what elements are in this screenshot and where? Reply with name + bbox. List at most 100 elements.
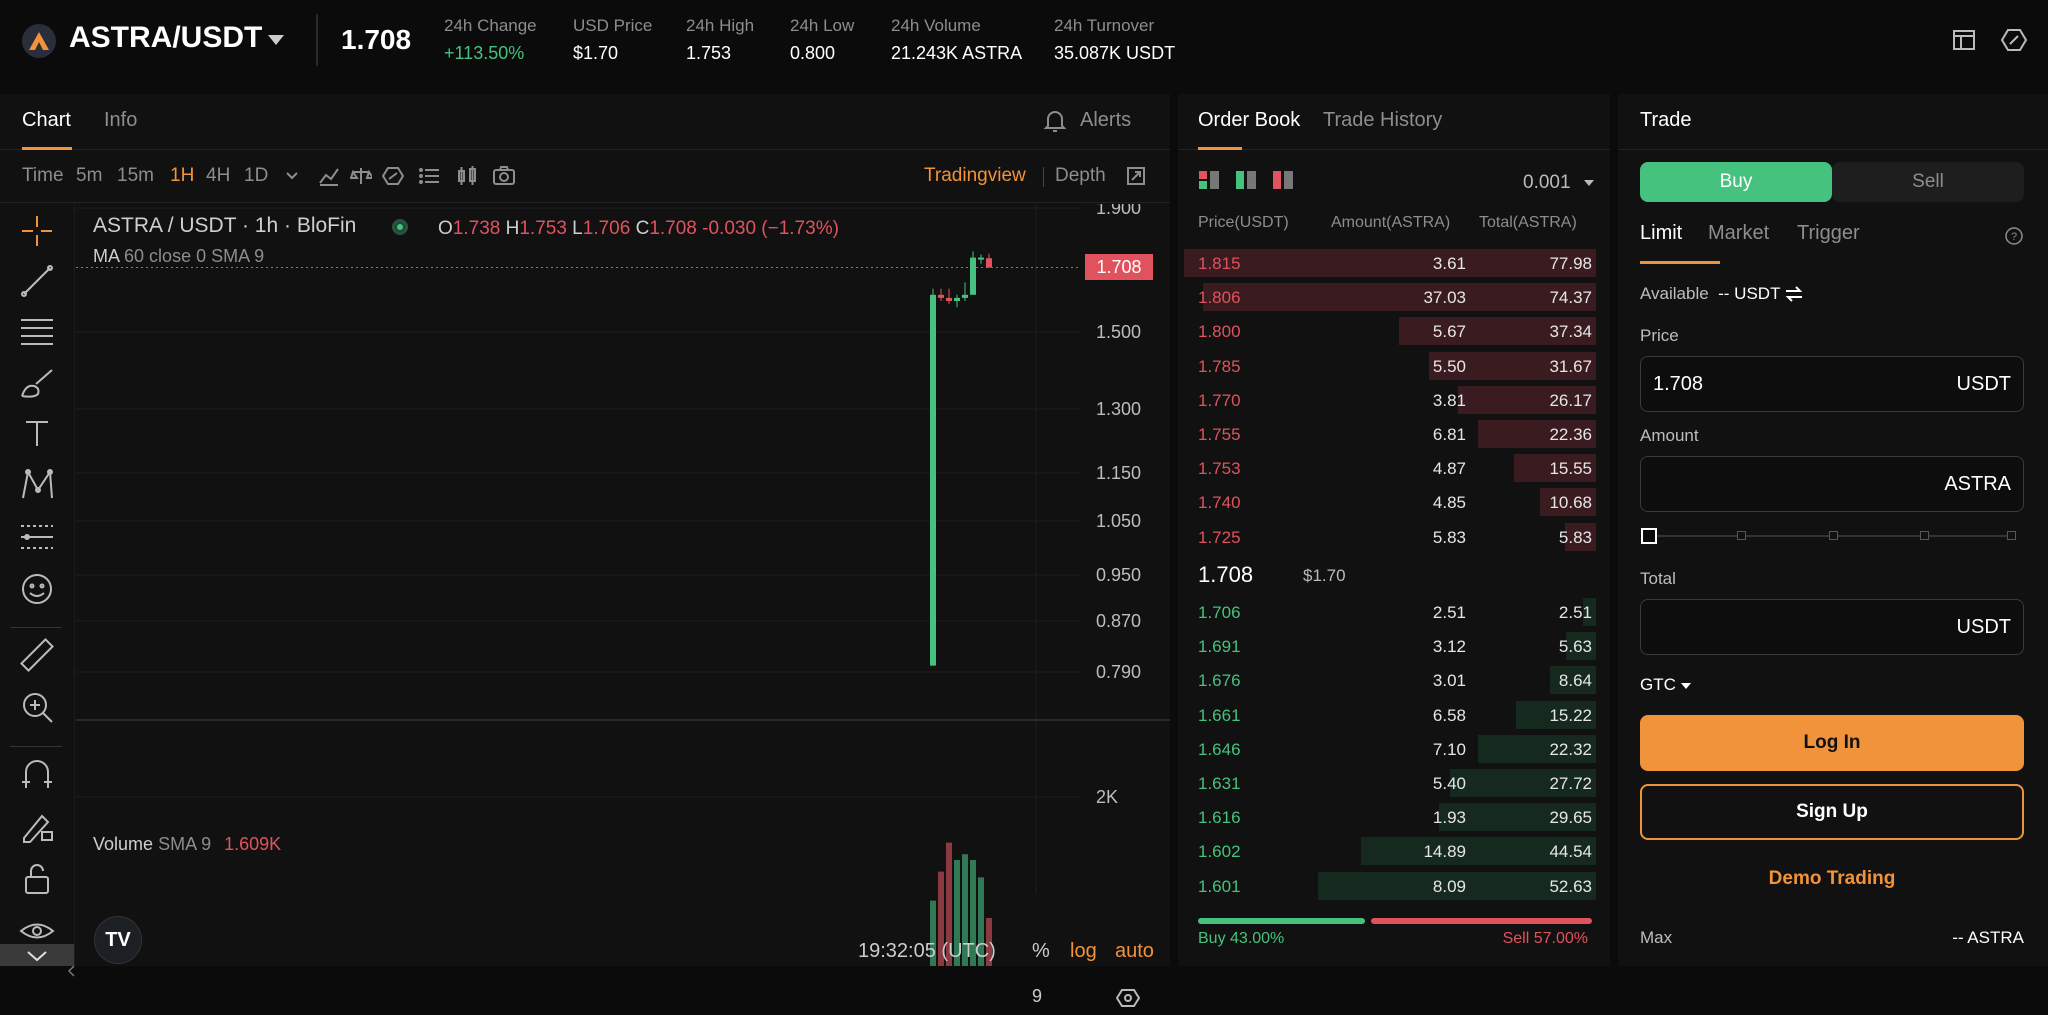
order-type-trigger[interactable]: Trigger	[1797, 222, 1860, 244]
log-toggle[interactable]: log	[1070, 940, 1097, 962]
auto-toggle[interactable]: auto	[1115, 940, 1154, 962]
brush-icon[interactable]	[18, 364, 56, 402]
buy-tab[interactable]: Buy	[1640, 162, 1832, 202]
tradingview-toggle[interactable]: Tradingview	[924, 165, 1026, 186]
fib-lines-icon[interactable]	[18, 312, 56, 350]
alerts-button[interactable]: Alerts	[1080, 109, 1132, 131]
order-type-limit[interactable]: Limit	[1640, 222, 1683, 244]
trend-line-icon[interactable]	[18, 262, 56, 300]
book-both-icon[interactable]	[1198, 170, 1220, 195]
forecast-icon[interactable]	[18, 518, 56, 556]
tradingview-logo[interactable]: TV	[94, 916, 142, 964]
fullscreen-icon[interactable]	[1126, 166, 1146, 191]
sell-tab[interactable]: Sell	[1832, 162, 2024, 202]
chart-area[interactable]: 1.900 1.500 1.300 1.150 1.050 0.950 0.870 0.790…	[76, 198, 1170, 1007]
zoom-in-icon[interactable]	[18, 688, 56, 726]
bid-row[interactable]: 1.661 6.58 15.22	[1184, 700, 1596, 729]
bid-row[interactable]: 1.646 7.10 22.32	[1184, 734, 1596, 763]
chevron-down-icon[interactable]	[1584, 180, 1594, 186]
bid-row[interactable]: 1.706 2.51 2.51	[1184, 598, 1596, 626]
ask-row[interactable]: 1.806 37.03 74.37	[1184, 283, 1596, 312]
login-button[interactable]: Log In	[1640, 715, 2024, 771]
depth-toggle[interactable]: Depth	[1055, 165, 1106, 186]
lock-icon[interactable]	[18, 860, 56, 898]
list-icon[interactable]	[418, 165, 440, 192]
ask-row[interactable]: 1.770 3.81 26.17	[1184, 385, 1596, 414]
indicator-line-icon[interactable]	[318, 165, 340, 192]
bid-row[interactable]: 1.601 8.09 52.63	[1184, 871, 1596, 900]
percent-toggle[interactable]: %	[1032, 940, 1050, 962]
text-tool-icon[interactable]	[18, 414, 56, 452]
tf-5m[interactable]: 5m	[76, 165, 103, 186]
bid-row[interactable]: 1.676 3.01 8.64	[1184, 666, 1596, 695]
candle-body[interactable]	[954, 297, 960, 301]
candles-icon[interactable]	[456, 165, 478, 192]
emoji-icon[interactable]	[18, 570, 56, 608]
bid-row[interactable]: 1.602 14.89 44.54	[1184, 837, 1596, 866]
tab-info[interactable]: Info	[104, 109, 138, 131]
amount-input[interactable]: ASTRA	[1640, 456, 2024, 512]
slider-step-75[interactable]	[1920, 531, 1929, 540]
tf-1d[interactable]: 1D	[244, 165, 269, 186]
chevron-down-icon[interactable]	[268, 35, 284, 45]
bid-row[interactable]: 1.691 3.12 5.63	[1184, 632, 1596, 661]
magnet-icon[interactable]	[18, 756, 56, 794]
signup-button[interactable]: Sign Up	[1640, 784, 2024, 840]
candle-body[interactable]	[970, 257, 976, 295]
bid-row[interactable]: 1.631 5.40 27.72	[1184, 769, 1596, 797]
slider-step-25[interactable]	[1737, 531, 1746, 540]
slider-step-100[interactable]	[2007, 531, 2016, 540]
chevron-down-icon[interactable]	[1681, 683, 1691, 689]
tf-4h[interactable]: 4H	[206, 165, 231, 186]
collapse-icon[interactable]	[66, 964, 76, 983]
ask-row[interactable]: 1.725 5.83 5.83	[1184, 522, 1596, 551]
pattern-icon[interactable]	[18, 466, 56, 504]
tf-1h[interactable]: 1H	[170, 165, 195, 186]
candle-body[interactable]	[930, 294, 936, 666]
candle-body[interactable]	[946, 297, 952, 301]
bell-icon[interactable]	[1042, 108, 1068, 134]
ask-row[interactable]: 1.753 4.87 15.55	[1184, 454, 1596, 483]
eye-icon[interactable]	[18, 912, 56, 950]
settings-hex-icon[interactable]	[2000, 26, 2028, 54]
ask-row[interactable]: 1.755 6.81 22.36	[1184, 420, 1596, 448]
tf-time[interactable]: Time	[22, 165, 64, 186]
ask-row[interactable]: 1.785 5.50 31.67	[1184, 351, 1596, 380]
ask-row[interactable]: 1.815 3.61 77.98	[1184, 249, 1596, 277]
crosshair-icon[interactable]	[18, 212, 56, 250]
precision-select[interactable]: 0.001	[1523, 172, 1571, 193]
camera-icon[interactable]	[492, 165, 516, 192]
transfer-icon[interactable]	[1784, 285, 1804, 308]
compare-icon[interactable]	[349, 165, 375, 192]
amount-slider-handle[interactable]	[1641, 528, 1657, 544]
candle-body[interactable]	[938, 294, 944, 298]
chevron-down-icon[interactable]	[284, 169, 300, 188]
order-type-market[interactable]: Market	[1708, 222, 1770, 244]
demo-trading-link[interactable]: Demo Trading	[1768, 868, 1896, 889]
ask-row[interactable]: 1.740 4.85 10.68	[1184, 488, 1596, 517]
candle-body[interactable]	[986, 258, 992, 268]
pair-selector[interactable]: ASTRA/USDT	[69, 21, 263, 54]
more-tools-icon[interactable]	[0, 944, 74, 966]
alert-hex-icon[interactable]	[381, 165, 405, 192]
layout-icon[interactable]	[1950, 26, 1978, 54]
candle-body[interactable]	[962, 294, 968, 298]
total-input[interactable]: USDT	[1640, 599, 2024, 655]
ruler-icon[interactable]	[18, 636, 56, 674]
price-chart[interactable]: 1.900 1.500 1.300 1.150 1.050 0.950 0.870 0.790…	[76, 198, 1170, 976]
bid-row[interactable]: 1.616 1.93 29.65	[1184, 803, 1596, 832]
time-in-force-select[interactable]: GTC	[1640, 675, 1676, 694]
ask-row[interactable]: 1.800 5.67 37.34	[1184, 317, 1596, 346]
tab-order-book[interactable]: Order Book	[1198, 109, 1301, 131]
tab-trade-history[interactable]: Trade History	[1323, 109, 1443, 131]
tf-15m[interactable]: 15m	[117, 165, 154, 186]
settings-icon[interactable]	[1115, 986, 1141, 1015]
slider-step-50[interactable]	[1829, 531, 1838, 540]
price-input[interactable]: 1.708 USDT	[1640, 356, 2024, 412]
candle-body[interactable]	[978, 257, 984, 260]
tab-chart[interactable]: Chart	[22, 109, 71, 131]
help-icon[interactable]: ?	[2004, 226, 2024, 251]
book-asks-icon[interactable]	[1272, 170, 1294, 195]
book-bids-icon[interactable]	[1235, 170, 1257, 195]
pencil-lock-icon[interactable]	[18, 808, 56, 846]
